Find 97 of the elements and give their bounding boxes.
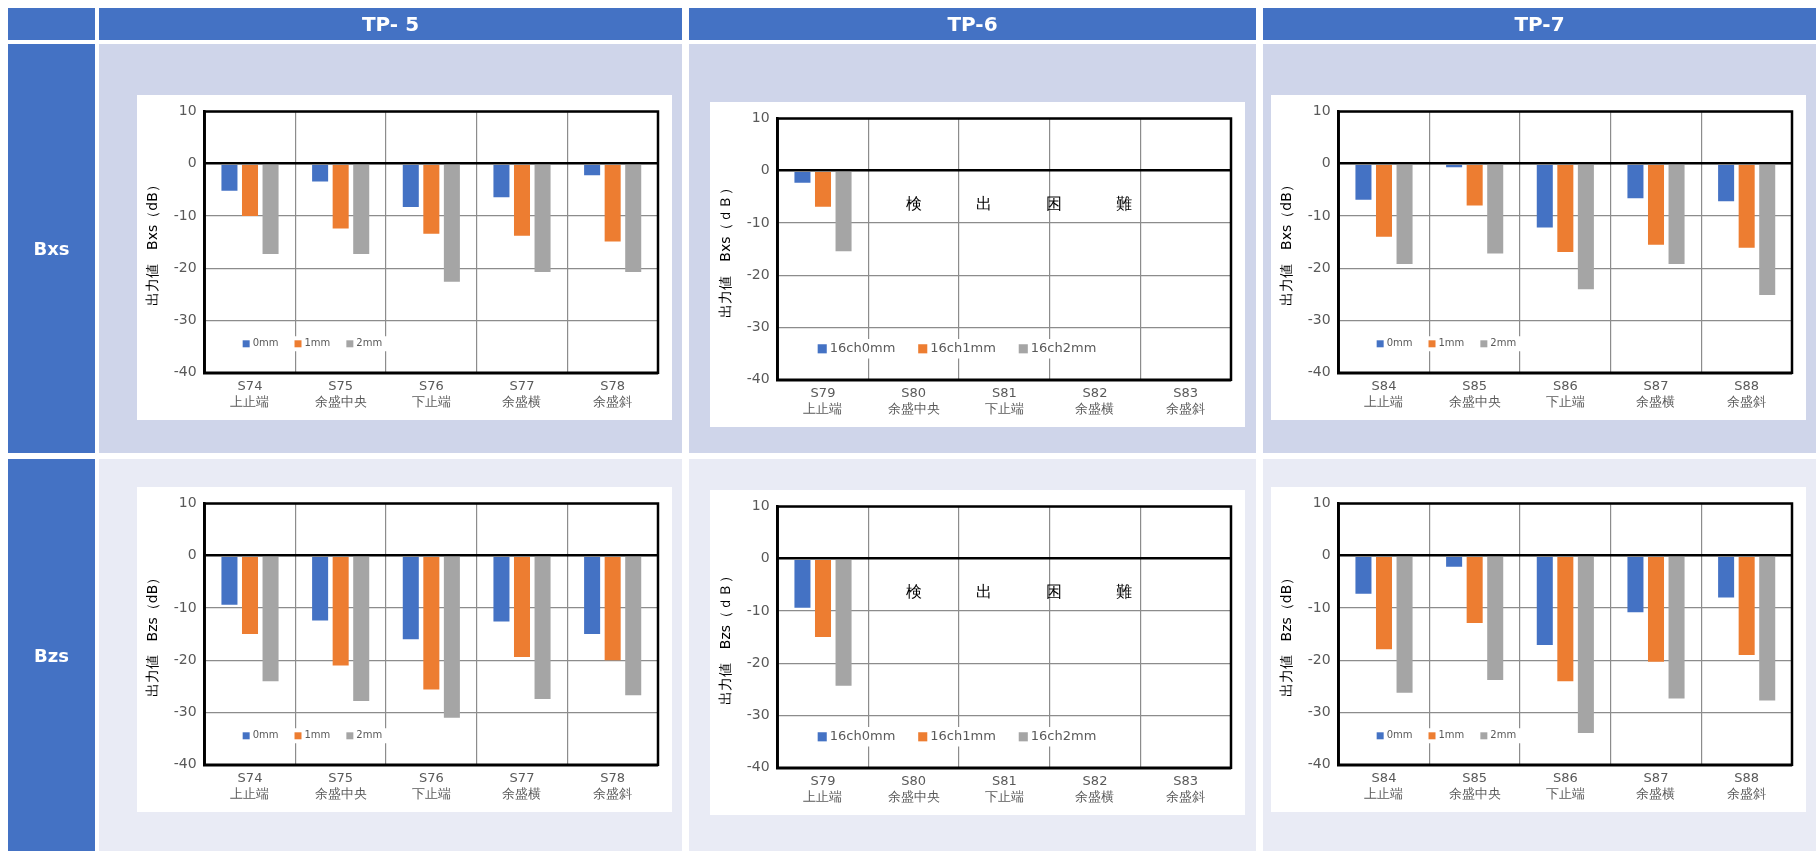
legend-label: 16ch2mm — [1030, 340, 1097, 356]
legend-label: 1mm — [304, 337, 331, 349]
legend-label: 16ch0mm — [829, 728, 896, 744]
y-tick-label: -40 — [1307, 363, 1331, 380]
legend-label: 0mm — [1386, 337, 1413, 349]
y-tick-label: -10 — [746, 601, 770, 618]
y-tick-label: 0 — [1321, 154, 1331, 171]
y-tick-label: -40 — [173, 363, 197, 380]
y-axis-title: 出力値 Bzs（ｄＢ） — [717, 568, 734, 706]
legend-label: 2mm — [356, 729, 383, 741]
y-axis-title: 出力値 Bzs（dB） — [144, 570, 161, 698]
x-tick-label: S83 余盛斜 — [1166, 772, 1206, 804]
y-tick-label: -30 — [173, 311, 197, 328]
x-tick-label: S87 余盛横 — [1636, 377, 1676, 409]
x-tick-label: S87 余盛横 — [1636, 769, 1676, 801]
legend-label: 1mm — [1438, 337, 1465, 349]
y-tick-label: 10 — [178, 494, 197, 511]
x-tick-label: S84 上止端 — [1364, 377, 1404, 409]
y-tick-label: -10 — [746, 213, 770, 230]
y-tick-label: 0 — [187, 154, 197, 171]
legend-label: 0mm — [252, 337, 279, 349]
y-tick-label: -20 — [1307, 258, 1331, 275]
text: TP- 5 — [361, 12, 420, 36]
y-axis-title: 出力値 Bxs（dB） — [144, 178, 161, 306]
legend-label: 0mm — [252, 729, 279, 741]
y-tick-label: -40 — [1307, 755, 1331, 772]
x-tick-label: S86 下止端 — [1545, 377, 1585, 409]
y-axis-title: 出力値 Bzs（dB） — [1278, 570, 1295, 698]
x-tick-label: S74 上止端 — [230, 769, 270, 801]
x-tick-label: S76 下止端 — [411, 377, 451, 409]
x-tick-label: S77 余盛横 — [502, 377, 542, 409]
legend-label: 2mm — [356, 337, 383, 349]
y-tick-label: 10 — [751, 497, 770, 514]
x-tick-label: S74 上止端 — [230, 377, 270, 409]
x-tick-label: S88 余盛斜 — [1727, 769, 1767, 801]
y-tick-label: -10 — [1307, 206, 1331, 223]
text: TP-6 — [947, 12, 998, 36]
annotation: 検出困難 — [905, 193, 1186, 213]
y-tick-label: -40 — [746, 758, 770, 775]
x-tick-label: S86 下止端 — [1545, 769, 1585, 801]
y-tick-label: 0 — [760, 549, 770, 566]
y-tick-label: -20 — [173, 258, 197, 275]
y-tick-label: 10 — [1312, 494, 1331, 511]
x-tick-label: S75 余盛中央 — [314, 377, 367, 409]
legend-label: 16ch2mm — [1030, 728, 1097, 744]
x-tick-label: S80 余盛中央 — [887, 384, 940, 416]
y-tick-label: -30 — [173, 703, 197, 720]
text: TP-7 — [1514, 12, 1565, 36]
x-tick-label: S75 余盛中央 — [314, 769, 367, 801]
y-tick-label: -30 — [746, 318, 770, 335]
x-tick-label: S84 上止端 — [1364, 769, 1404, 801]
x-tick-label: S85 余盛中央 — [1448, 769, 1501, 801]
legend-label: 16ch1mm — [930, 728, 996, 744]
y-tick-label: -30 — [1307, 703, 1331, 720]
x-tick-label: S85 余盛中央 — [1448, 377, 1501, 409]
y-axis-title: 出力値 Bxs（ｄＢ） — [717, 180, 734, 318]
y-tick-label: -20 — [173, 650, 197, 667]
x-tick-label: S77 余盛横 — [502, 769, 542, 801]
x-tick-label: S78 余盛斜 — [593, 769, 633, 801]
x-tick-label: S81 下止端 — [984, 772, 1024, 804]
x-tick-label: S80 余盛中央 — [887, 772, 940, 804]
y-tick-label: 0 — [187, 546, 197, 563]
y-tick-label: -10 — [1307, 598, 1331, 615]
x-tick-label: S88 余盛斜 — [1727, 377, 1767, 409]
y-tick-label: -30 — [1307, 311, 1331, 328]
y-tick-label: -10 — [173, 598, 197, 615]
y-tick-label: -20 — [1307, 650, 1331, 667]
legend-label: 16ch1mm — [930, 340, 996, 356]
legend-label: 2mm — [1490, 337, 1517, 349]
annotation: 検出困難 — [905, 581, 1186, 601]
y-tick-label: -20 — [746, 265, 770, 282]
x-tick-label: S82 余盛横 — [1075, 384, 1115, 416]
y-tick-label: 0 — [760, 161, 770, 178]
y-tick-label: -40 — [173, 755, 197, 772]
legend-label: 16ch0mm — [829, 340, 896, 356]
x-tick-label: S81 下止端 — [984, 384, 1024, 416]
x-tick-label: S83 余盛斜 — [1166, 384, 1206, 416]
y-tick-label: -30 — [746, 706, 770, 723]
legend-label: 1mm — [1438, 729, 1465, 741]
x-tick-label: S82 余盛横 — [1075, 772, 1115, 804]
x-tick-label: S79 上止端 — [803, 384, 843, 416]
legend-label: 2mm — [1490, 729, 1517, 741]
y-tick-label: -40 — [746, 370, 770, 387]
y-tick-label: 10 — [178, 102, 197, 119]
y-tick-label: 10 — [1312, 102, 1331, 119]
y-axis-title: 出力値 Bxs（dB） — [1278, 178, 1295, 306]
legend-label: 0mm — [1386, 729, 1413, 741]
text: Bxs — [33, 238, 70, 259]
x-tick-label: S79 上止端 — [803, 772, 843, 804]
y-tick-label: 10 — [751, 109, 770, 126]
y-tick-label: 0 — [1321, 546, 1331, 563]
y-tick-label: -10 — [173, 206, 197, 223]
text: Bzs — [34, 644, 69, 666]
y-tick-label: -20 — [746, 653, 770, 670]
x-tick-label: S78 余盛斜 — [593, 377, 633, 409]
legend-label: 1mm — [304, 729, 331, 741]
x-tick-label: S76 下止端 — [411, 769, 451, 801]
